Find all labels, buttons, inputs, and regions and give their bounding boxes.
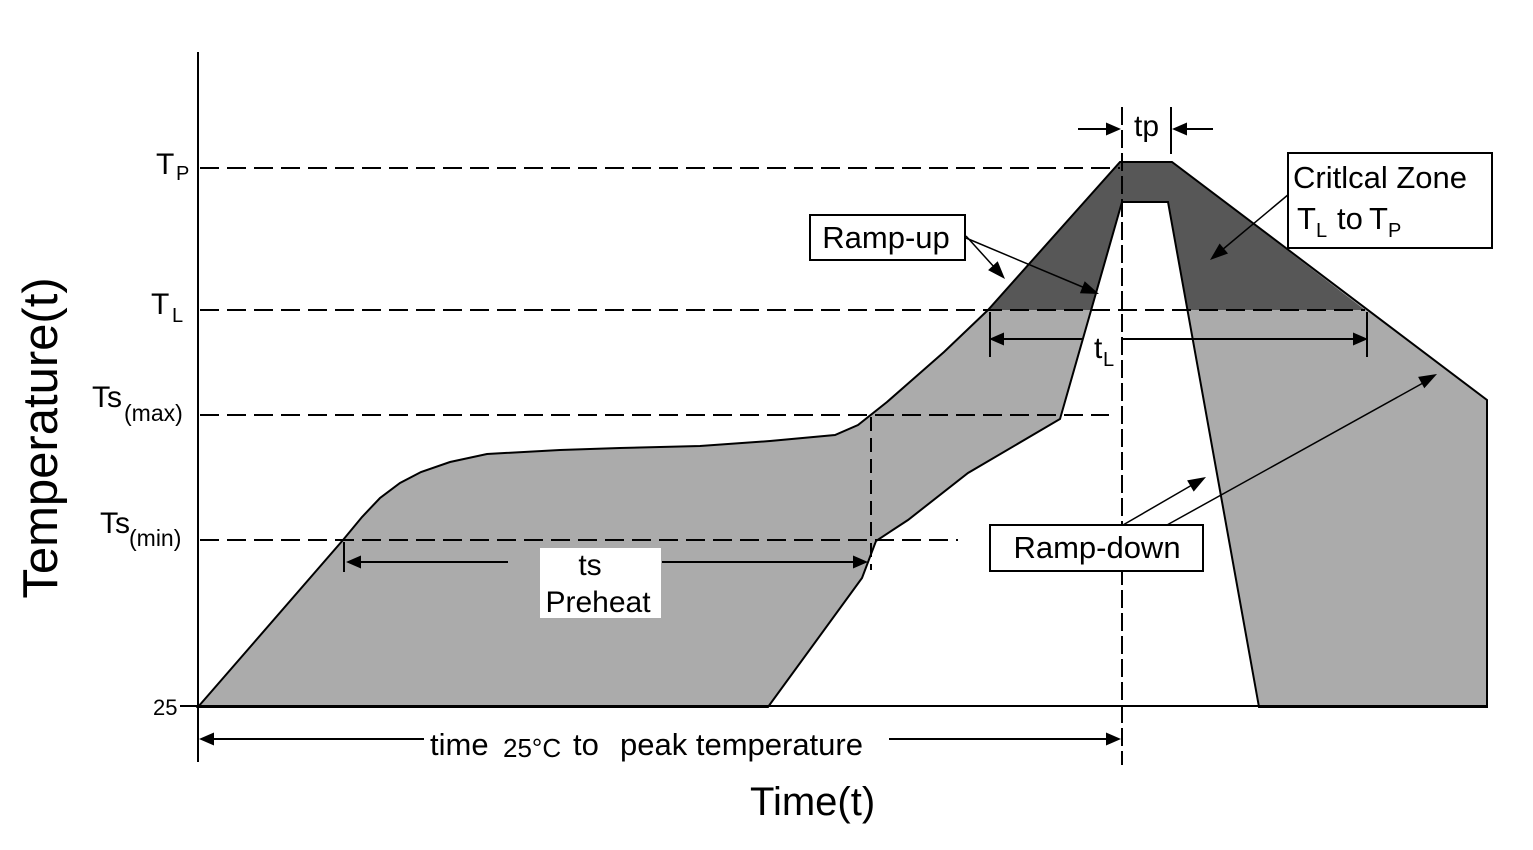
svg-text:tp: tp [1134, 110, 1159, 143]
svg-text:T: T [1369, 201, 1388, 236]
svg-text:peak temperature: peak temperature [620, 727, 863, 762]
svg-text:Ts: Ts [92, 381, 122, 414]
svg-text:T: T [151, 288, 169, 321]
svg-text:25: 25 [153, 695, 177, 720]
svg-text:P: P [176, 163, 189, 185]
svg-text:Preheat: Preheat [545, 586, 651, 619]
svg-text:L: L [1103, 349, 1114, 371]
svg-text:Time(t): Time(t) [750, 780, 875, 824]
svg-text:time: time [430, 727, 489, 762]
svg-text:L: L [172, 305, 183, 327]
svg-text:T: T [156, 148, 174, 181]
svg-text:(min): (min) [129, 525, 181, 551]
svg-text:Temperature(t): Temperature(t) [14, 277, 68, 598]
svg-text:Ramp-down: Ramp-down [1013, 530, 1180, 565]
svg-text:(max): (max) [124, 400, 183, 426]
svg-text:t: t [1094, 332, 1103, 365]
svg-text:Ramp-up: Ramp-up [822, 220, 950, 255]
svg-text:P: P [1388, 220, 1401, 242]
svg-text:ts: ts [578, 549, 601, 582]
svg-text:Critlcal Zone: Critlcal Zone [1293, 160, 1467, 195]
svg-text:to: to [573, 727, 599, 762]
svg-text:L: L [1316, 220, 1327, 242]
svg-text:25°C: 25°C [503, 733, 561, 763]
svg-text:Ts: Ts [100, 507, 130, 540]
svg-text:T: T [1297, 201, 1316, 236]
svg-text:to: to [1337, 201, 1363, 236]
